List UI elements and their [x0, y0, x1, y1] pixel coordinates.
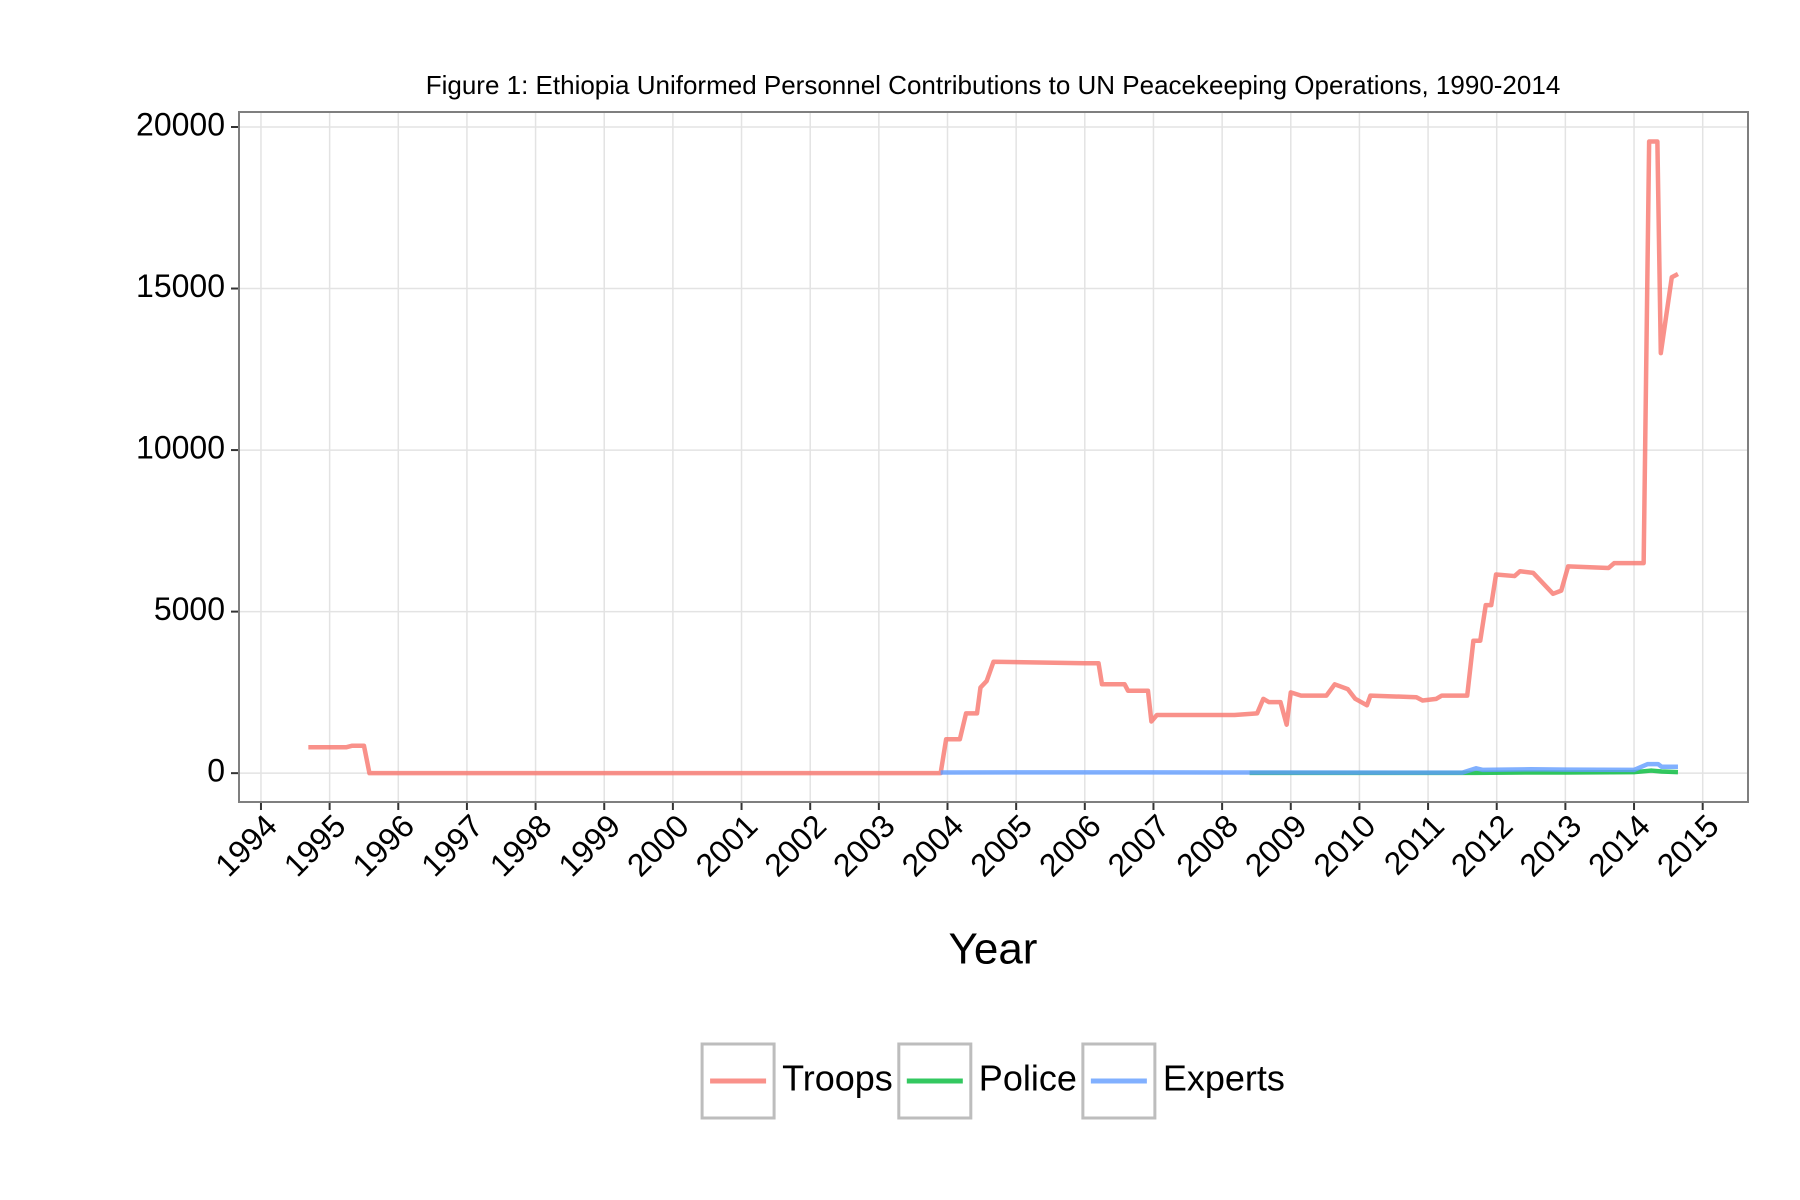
- y-tick-label: 20000: [136, 106, 225, 142]
- legend: Troops Police Experts: [700, 1042, 1285, 1120]
- y-tick-label: 15000: [136, 268, 225, 304]
- series-line: [940, 761, 1678, 775]
- x-axis-title: Year: [949, 925, 1038, 974]
- legend-label: Experts: [1163, 1058, 1285, 1099]
- series-line: [308, 139, 1680, 776]
- legend-item: Troops: [700, 1042, 893, 1120]
- y-tick-label: 5000: [154, 591, 225, 627]
- legend-label: Police: [979, 1058, 1077, 1099]
- legend-item: Police: [897, 1042, 1077, 1120]
- chart-title: Figure 1: Ethiopia Uniformed Personnel C…: [426, 70, 1561, 100]
- y-tick-label: 10000: [136, 430, 225, 466]
- plot-panel: [239, 112, 1748, 802]
- y-tick-label: 0: [207, 753, 225, 789]
- legend-label: Troops: [782, 1058, 893, 1099]
- plot-border: [238, 111, 1749, 803]
- legend-item: Experts: [1081, 1042, 1285, 1120]
